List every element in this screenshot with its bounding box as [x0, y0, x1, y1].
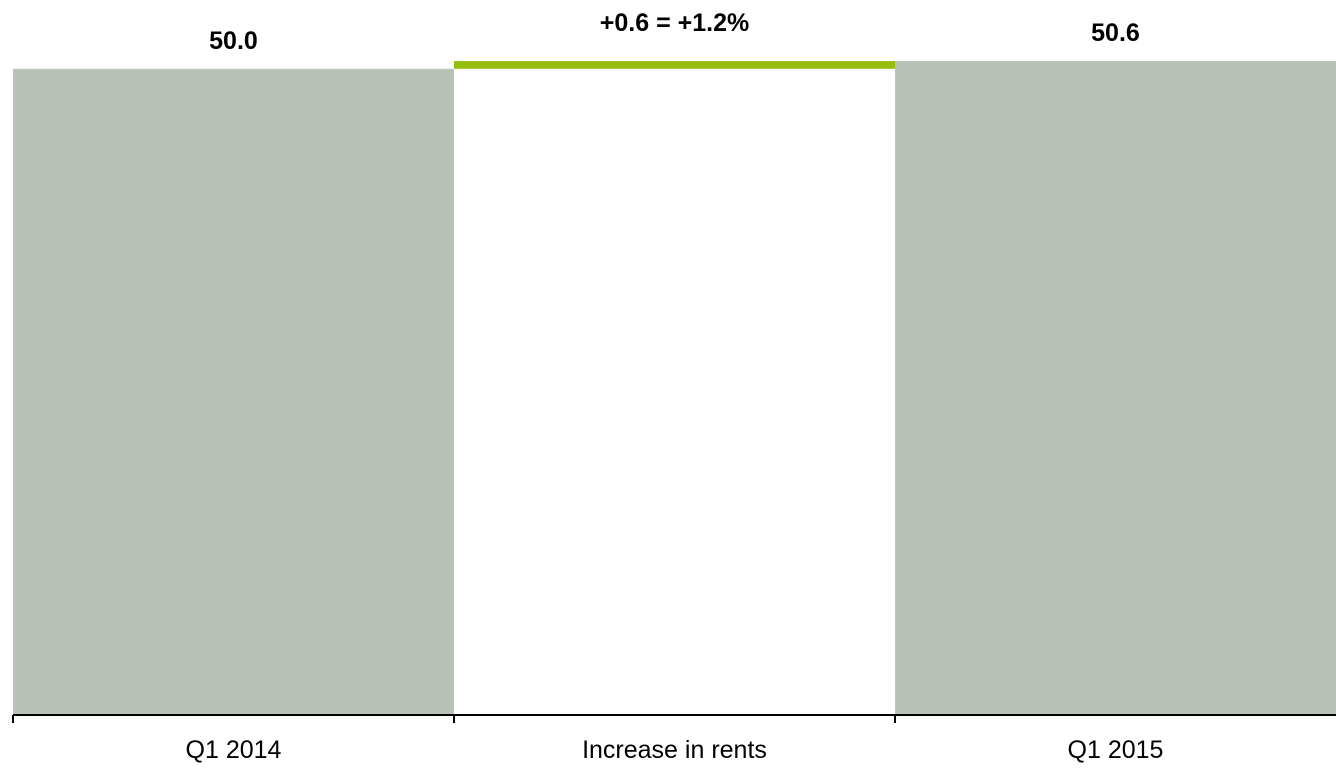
total-bar: [13, 68, 454, 716]
data-label: +0.6 = +1.2%: [600, 9, 749, 37]
category-tick-label: Q1 2014: [186, 736, 282, 764]
total-bar: [895, 61, 1336, 716]
delta-bar: [454, 61, 895, 69]
data-label: 50.0: [209, 27, 258, 55]
bars-layer: [13, 61, 1336, 716]
category-tick-label: Q1 2015: [1068, 736, 1164, 764]
data-label: 50.6: [1091, 19, 1140, 47]
x-axis: [12, 714, 1336, 723]
labels-layer: 50.0 Q1 2014 +0.6 = +1.2% Increase in rents…: [186, 9, 1164, 764]
category-tick-label: Increase in rents: [582, 736, 767, 764]
